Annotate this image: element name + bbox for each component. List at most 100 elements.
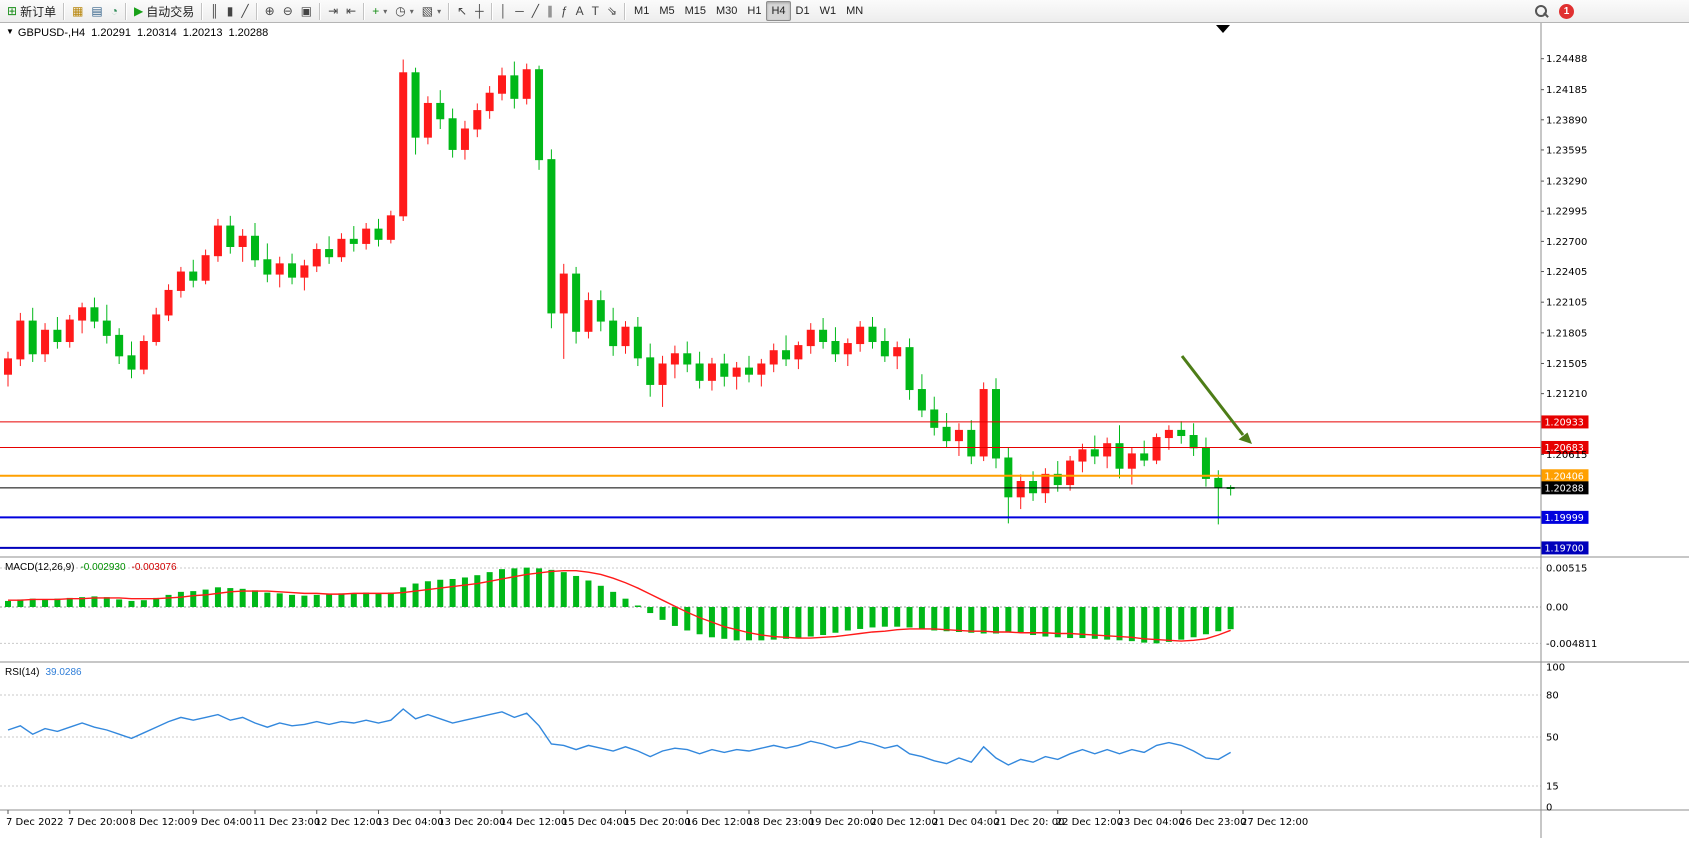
crosshair-button[interactable]: ┼	[471, 1, 488, 22]
zoom-out-button[interactable]: ⊖	[279, 1, 297, 22]
autotrading-icon: ▶	[134, 4, 144, 18]
horizontal-line-button[interactable]: ─	[511, 1, 528, 22]
timeframe-button-m15[interactable]: M15	[684, 5, 707, 17]
cursor-button[interactable]: ↖	[453, 1, 471, 22]
collapse-triangle-icon[interactable]: ▼	[6, 27, 14, 36]
line-chart-button[interactable]: ╱	[237, 1, 252, 22]
timeframe-button-h4[interactable]: H4	[766, 1, 791, 21]
svg-text:8 Dec 12:00: 8 Dec 12:00	[130, 817, 191, 828]
svg-text:27 Dec 12:00: 27 Dec 12:00	[1241, 817, 1308, 828]
market-watch-button[interactable]: ◔	[107, 1, 122, 22]
svg-text:1.21505: 1.21505	[1546, 359, 1587, 370]
timeframe-button-mn[interactable]: MN	[846, 5, 864, 17]
vertical-line-button[interactable]: │	[496, 1, 512, 22]
chart-shift-icon: ⇤	[346, 4, 357, 18]
timeframe-button-d1[interactable]: D1	[795, 5, 810, 17]
svg-text:9 Dec 04:00: 9 Dec 04:00	[191, 817, 252, 828]
svg-text:7 Dec 2022: 7 Dec 2022	[6, 817, 64, 828]
macd-histogram	[5, 567, 1234, 644]
svg-text:1.20615: 1.20615	[1546, 450, 1587, 461]
price-badge-text: 1.20683	[1545, 443, 1584, 454]
ohlc-low: 1.20213	[182, 27, 223, 39]
text-icon: A	[575, 4, 584, 18]
autotrading-button[interactable]: ▶ 自动交易	[130, 1, 198, 22]
main-toolbar: ⊞ 新订单 ▦ ▤ ◔ ▶ 自动交易 ║ ▮ ╱ ⊕ ⊖ ▣ ⇥ ⇤ + ▾ ◷ ▾ ▧ ▾ ↖ ┼ │ ─ ╱ ∥ ƒ A T ⇘ M1 M5…	[0, 0, 1689, 23]
channel-button[interactable]: ∥	[543, 1, 557, 22]
price-badge-text: 1.19700	[1545, 543, 1584, 554]
periods-icon: ◷	[395, 4, 406, 18]
price-badge-text: 1.20406	[1545, 471, 1584, 482]
timeframe-button-m30[interactable]: M30	[716, 5, 738, 17]
chart-shift-marker[interactable]	[1216, 25, 1230, 33]
macd-signal-line	[8, 569, 1231, 642]
horizontal-line-icon: ─	[515, 4, 524, 18]
svg-text:1.23595: 1.23595	[1546, 145, 1587, 156]
autotrading-button-label: 自动交易	[146, 4, 195, 19]
chart-shift-button[interactable]: ⇤	[342, 1, 360, 22]
price-badge-1.19999	[1541, 510, 1589, 524]
bar-chart-icon: ║	[210, 4, 219, 18]
svg-text:21 Dec 20: 00: 21 Dec 20: 00	[994, 817, 1064, 828]
svg-text:1.23290: 1.23290	[1546, 177, 1587, 188]
svg-text:18 Dec 23:00: 18 Dec 23:00	[747, 817, 814, 828]
vertical-line-icon: │	[499, 4, 508, 18]
notification-badge[interactable]: 1	[1559, 3, 1574, 19]
profiles-button[interactable]: ▤	[87, 1, 106, 22]
chevron-down-icon: ▾	[383, 6, 388, 16]
toolbar-separator	[448, 2, 451, 20]
rsi-axis-label: 0	[1546, 803, 1552, 814]
auto-scroll-button[interactable]: ⇥	[324, 1, 342, 22]
zoom-out-icon: ⊖	[282, 4, 293, 18]
search-icon[interactable]	[1534, 4, 1549, 19]
new-order-button[interactable]: ⊞ 新订单	[3, 1, 60, 22]
svg-text:15 Dec 04:00: 15 Dec 04:00	[562, 817, 629, 828]
svg-text:1.22405: 1.22405	[1546, 267, 1587, 278]
ohlc-close: 1.20288	[228, 27, 269, 39]
timeframe-button-w1[interactable]: W1	[819, 5, 837, 17]
cursor-icon: ↖	[457, 4, 468, 18]
toolbar-separator	[319, 2, 322, 20]
price-badge-text: 1.19999	[1545, 513, 1584, 524]
new-order-icon: ⊞	[7, 4, 18, 18]
candlestick-chart-button[interactable]: ▮	[223, 1, 238, 22]
templates-button[interactable]: ▧ ▾	[418, 1, 445, 22]
candlestick-series	[4, 59, 1235, 525]
zoom-in-icon: ⊕	[264, 4, 275, 18]
timeframe-button-m1[interactable]: M1	[634, 5, 650, 17]
ohlc-high: 1.20314	[136, 27, 177, 39]
periods-button[interactable]: ◷ ▾	[391, 1, 418, 22]
trendline-icon: ╱	[531, 4, 539, 18]
svg-text:21 Dec 04:00: 21 Dec 04:00	[932, 817, 999, 828]
fibonacci-button[interactable]: ƒ	[557, 1, 572, 22]
label-button[interactable]: T	[588, 1, 603, 22]
toolbar-separator	[201, 2, 204, 20]
svg-text:26 Dec 23:00: 26 Dec 23:00	[1179, 817, 1246, 828]
symbol-ohlc-header: ▼ GBPUSD-,H4 1.20291 1.20314 1.20213 1.20288	[6, 27, 274, 39]
toolbar-separator	[490, 2, 493, 20]
svg-text:23 Dec 04:00: 23 Dec 04:00	[1118, 817, 1185, 828]
trend-arrow[interactable]	[1180, 355, 1245, 436]
timeframe-button-m5[interactable]: M5	[659, 5, 675, 17]
chevron-down-icon: ▾	[409, 6, 414, 16]
indicators-button[interactable]: + ▾	[368, 1, 391, 22]
bar-chart-button[interactable]: ║	[206, 1, 223, 22]
tile-windows-button[interactable]: ▣	[297, 1, 316, 22]
trend-arrow-head[interactable]	[1238, 432, 1253, 445]
templates-icon: ▧	[421, 4, 434, 18]
svg-text:14 Dec 12:00: 14 Dec 12:00	[500, 817, 567, 828]
svg-text:1.22700: 1.22700	[1546, 237, 1587, 248]
charts-button[interactable]: ▦	[68, 1, 87, 22]
arrows-button[interactable]: ⇘	[603, 1, 621, 22]
trendline-button[interactable]: ╱	[528, 1, 543, 22]
svg-text:1.24185: 1.24185	[1546, 85, 1587, 96]
svg-text:15 Dec 20:00: 15 Dec 20:00	[624, 817, 691, 828]
timeframe-button-h1[interactable]: H1	[747, 5, 762, 17]
chart-canvas[interactable]: 1.209331.206831.204061.202881.199991.197…	[0, 23, 1689, 861]
macd-axis-label: 0.00515	[1546, 563, 1587, 574]
zoom-in-button[interactable]: ⊕	[261, 1, 279, 22]
macd-title: MACD(12,26,9)	[5, 562, 75, 573]
text-button[interactable]: A	[572, 1, 588, 22]
rsi-value: 39.0286	[45, 667, 82, 678]
svg-text:22 Dec 12:00: 22 Dec 12:00	[1056, 817, 1123, 828]
svg-text:1.24488: 1.24488	[1546, 54, 1587, 65]
